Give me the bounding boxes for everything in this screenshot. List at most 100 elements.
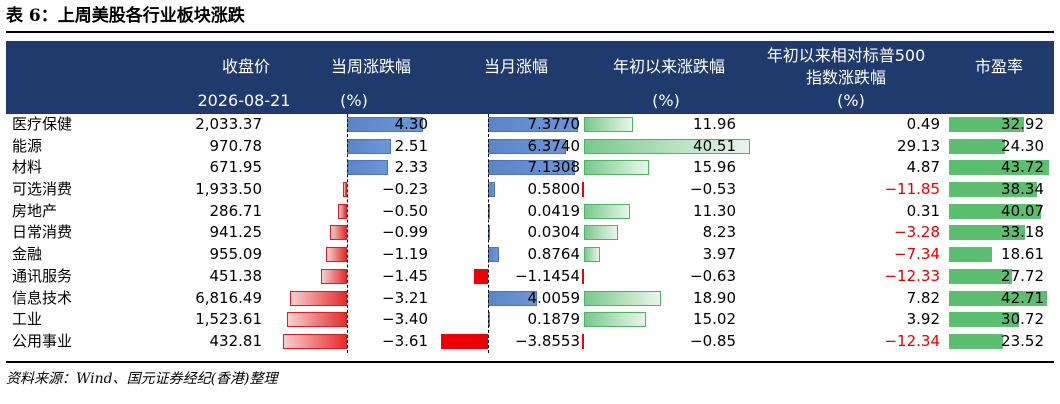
row-ytd: 8.23 xyxy=(702,223,736,242)
month-bar xyxy=(474,268,488,284)
row-pe: 30.72 xyxy=(1001,310,1044,329)
row-week: −3.21 xyxy=(382,288,428,307)
row-pe: 23.52 xyxy=(1001,331,1044,350)
row-ytd: 3.97 xyxy=(702,245,736,264)
row-ytd: 15.02 xyxy=(693,310,736,329)
header-rel-line2: 指数涨跌幅 xyxy=(805,68,886,87)
row-name: 信息技术 xyxy=(12,288,73,307)
row-close: 432.81 xyxy=(209,331,263,350)
source-note: 资料来源：Wind、国元证券经纪(香港)整理 xyxy=(6,371,278,387)
row-close: 671.95 xyxy=(209,158,263,177)
row-ytd: 11.30 xyxy=(693,201,736,220)
row-ytd: 40.51 xyxy=(693,136,736,155)
ytd-bar xyxy=(582,333,584,349)
row-name: 日常消费 xyxy=(12,223,73,242)
row-month: 4.0059 xyxy=(527,288,581,307)
ytd-bar xyxy=(582,268,584,284)
row-rel: 0.49 xyxy=(906,115,940,133)
table-row: 通讯服务 451.38 −1.45 −1.1454 −0.63 −12.33 27.72 xyxy=(6,266,1054,288)
row-month: 0.0304 xyxy=(527,223,581,242)
row-rel: 0.31 xyxy=(906,201,940,220)
row-close: 955.09 xyxy=(209,245,263,264)
week-bar xyxy=(347,138,392,154)
table-row: 金融 955.09 −1.19 0.8764 3.97 −7.34 18.61 xyxy=(6,244,1054,266)
row-week: 2.33 xyxy=(394,158,428,177)
pe-bar xyxy=(949,160,1049,176)
pe-bar xyxy=(949,333,1003,349)
table-row: 材料 671.95 2.33 7.1308 15.96 4.87 43.72 xyxy=(6,157,1054,179)
row-pe: 38.34 xyxy=(1001,180,1044,199)
row-close: 941.25 xyxy=(209,223,263,242)
row-month: 0.5800 xyxy=(527,180,581,199)
row-month: 0.8764 xyxy=(527,245,581,264)
header-rel-unit: (%) xyxy=(837,91,865,110)
table-row: 医疗保健 2,033.37 4.30 7.3770 11.96 0.49 32.92 xyxy=(6,114,1054,136)
table-row: 信息技术 6,816.49 −3.21 4.0059 18.90 7.82 42.71 xyxy=(6,288,1054,310)
row-close: 970.78 xyxy=(209,136,263,155)
header-week: 当周涨跌幅 xyxy=(330,57,411,76)
week-bar xyxy=(329,225,347,241)
row-close: 286.71 xyxy=(209,201,263,220)
pe-bar xyxy=(949,117,1025,132)
row-ytd: 15.96 xyxy=(693,158,736,177)
row-week: 2.51 xyxy=(394,136,428,155)
row-name: 材料 xyxy=(12,158,43,177)
row-pe: 32.92 xyxy=(1001,115,1044,133)
ytd-bar xyxy=(584,160,650,176)
row-close: 1,933.50 xyxy=(195,180,262,199)
table-row: 工业 1,523.61 −3.40 0.1879 15.02 3.92 30.72 xyxy=(6,309,1054,331)
row-week: −3.40 xyxy=(382,310,428,329)
row-rel: −12.33 xyxy=(884,266,940,285)
row-ytd: −0.63 xyxy=(690,266,736,285)
row-rel: −3.28 xyxy=(894,223,940,242)
header-ytd-unit: (%) xyxy=(652,91,680,110)
week-bar xyxy=(325,247,347,263)
title-rule xyxy=(6,31,1054,33)
row-rel: 7.82 xyxy=(906,288,940,307)
row-name: 房地产 xyxy=(12,201,58,220)
row-pe: 24.30 xyxy=(1001,136,1044,155)
table-row: 日常消费 941.25 −0.99 0.0304 8.23 −3.28 33.18 xyxy=(6,222,1054,244)
row-month: 0.1879 xyxy=(527,310,581,329)
pe-bar xyxy=(949,312,1020,328)
week-bar xyxy=(321,268,347,284)
row-ytd: −0.85 xyxy=(690,331,736,350)
month-bar xyxy=(440,333,488,349)
row-week: −1.19 xyxy=(382,245,428,264)
row-ytd: 11.96 xyxy=(693,115,736,133)
footer-rule xyxy=(6,361,1054,363)
row-name: 能源 xyxy=(12,136,43,155)
header-pe: 市盈率 xyxy=(974,57,1023,76)
row-pe: 43.72 xyxy=(1001,158,1044,177)
row-rel: −11.85 xyxy=(884,180,940,199)
week-bar xyxy=(342,182,347,198)
month-bar xyxy=(488,182,496,198)
row-week: −3.61 xyxy=(382,331,428,350)
ytd-bar xyxy=(584,138,750,154)
row-rel: 29.13 xyxy=(897,136,940,155)
week-bar xyxy=(290,290,347,306)
table-row: 能源 970.78 2.51 6.3740 40.51 29.13 24.30 xyxy=(6,136,1054,158)
row-pe: 40.07 xyxy=(1001,201,1044,220)
row-month: 7.1308 xyxy=(527,158,581,177)
row-week: −0.23 xyxy=(382,180,428,199)
header-week-unit: (%) xyxy=(340,91,368,110)
header-date: 2026-08-21 xyxy=(197,91,291,110)
pe-bar xyxy=(949,138,1005,154)
row-week: −0.50 xyxy=(382,201,428,220)
month-zero-axis xyxy=(488,114,489,353)
ytd-bar xyxy=(584,225,618,241)
pe-bar xyxy=(949,182,1037,198)
table-row: 公用事业 432.81 −3.61 −3.8553 −0.85 −12.34 23.52 xyxy=(6,331,1054,353)
table-header: 收盘价 2026-08-21 当周涨跌幅 (%) 当月涨幅 年初以来涨跌幅 (%… xyxy=(6,41,1054,113)
ytd-bar xyxy=(584,247,601,263)
ytd-bar xyxy=(582,182,584,198)
month-bar xyxy=(488,247,499,263)
pe-bar xyxy=(949,203,1041,219)
row-name: 公用事业 xyxy=(12,331,73,350)
header-rule xyxy=(6,113,1054,114)
table-title: 表 6：上周美股各行业板块涨跌 xyxy=(6,6,245,26)
row-month: 7.3770 xyxy=(527,115,581,133)
row-close: 1,523.61 xyxy=(195,310,262,329)
row-close: 6,816.49 xyxy=(195,288,262,307)
